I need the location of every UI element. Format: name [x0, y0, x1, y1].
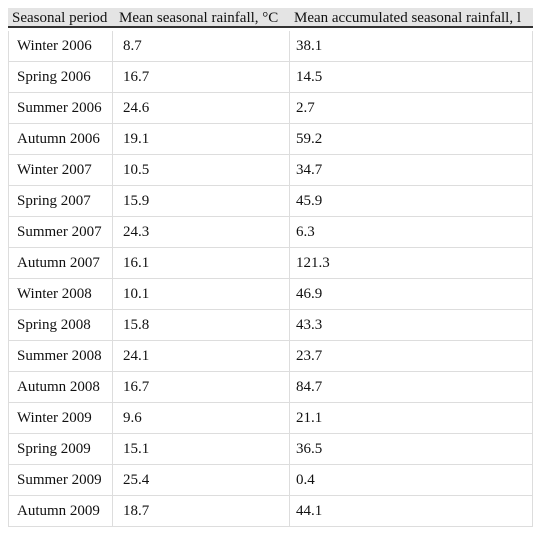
table-cell: Autumn 2007: [8, 248, 113, 279]
table-cell: Winter 2009: [8, 403, 113, 434]
table-cell: 44.1: [290, 496, 533, 527]
table-cell: 14.5: [290, 62, 533, 93]
header-cell: Mean accumulated seasonal rainfall, l: [290, 8, 533, 28]
table-cell: Summer 2008: [8, 341, 113, 372]
table-cell: 36.5: [290, 434, 533, 465]
table-cell: 24.3: [113, 217, 290, 248]
table-cell: 21.1: [290, 403, 533, 434]
table-cell: Spring 2007: [8, 186, 113, 217]
table-cell: Autumn 2008: [8, 372, 113, 403]
table-cell: 84.7: [290, 372, 533, 403]
table-cell: 2.7: [290, 93, 533, 124]
table-cell: 15.9: [113, 186, 290, 217]
table: Seasonal period Mean seasonal rainfall, °…: [8, 8, 533, 538]
table-cell: Spring 2009: [8, 434, 113, 465]
table-cell: Summer 2007: [8, 217, 113, 248]
table-cell: 16.1: [113, 248, 290, 279]
table-cell: 24.6: [113, 93, 290, 124]
table-cell: 8.7: [113, 31, 290, 62]
table-cell: 34.7: [290, 155, 533, 186]
table-cell: Winter 2006: [8, 31, 113, 62]
table-cell: Summer 2009: [8, 465, 113, 496]
table-cell: 10.5: [113, 155, 290, 186]
table-cell: 25.4: [113, 465, 290, 496]
table-cell: 10.1: [113, 279, 290, 310]
table-cell: 59.2: [290, 124, 533, 155]
table-cell: Autumn 2009: [8, 496, 113, 527]
table-cell: Spring 2008: [8, 310, 113, 341]
table-cell: Summer 2006: [8, 93, 113, 124]
table-cell: 9.6: [113, 403, 290, 434]
header-cell: Seasonal period: [8, 8, 113, 28]
table-cell: Autumn 2006: [8, 124, 113, 155]
table-cell: Winter 2008: [8, 279, 113, 310]
table-cell: 0.4: [290, 465, 533, 496]
table-cell: 24.1: [113, 341, 290, 372]
table-cell: 43.3: [290, 310, 533, 341]
table-cell: 6.3: [290, 217, 533, 248]
table-cell: 15.1: [113, 434, 290, 465]
header-cell: Mean seasonal rainfall, °C: [113, 8, 290, 28]
table-cell: Spring 2006: [8, 62, 113, 93]
table-cell: 23.7: [290, 341, 533, 372]
table-cell: Winter 2007: [8, 155, 113, 186]
table-cell: 121.3: [290, 248, 533, 279]
table-cell: 19.1: [113, 124, 290, 155]
table-cell: 45.9: [290, 186, 533, 217]
table-cell: 18.7: [113, 496, 290, 527]
table-cell: 16.7: [113, 372, 290, 403]
table-cell: 38.1: [290, 31, 533, 62]
table-cell: 46.9: [290, 279, 533, 310]
table-cell: 16.7: [113, 62, 290, 93]
table-cell: 15.8: [113, 310, 290, 341]
